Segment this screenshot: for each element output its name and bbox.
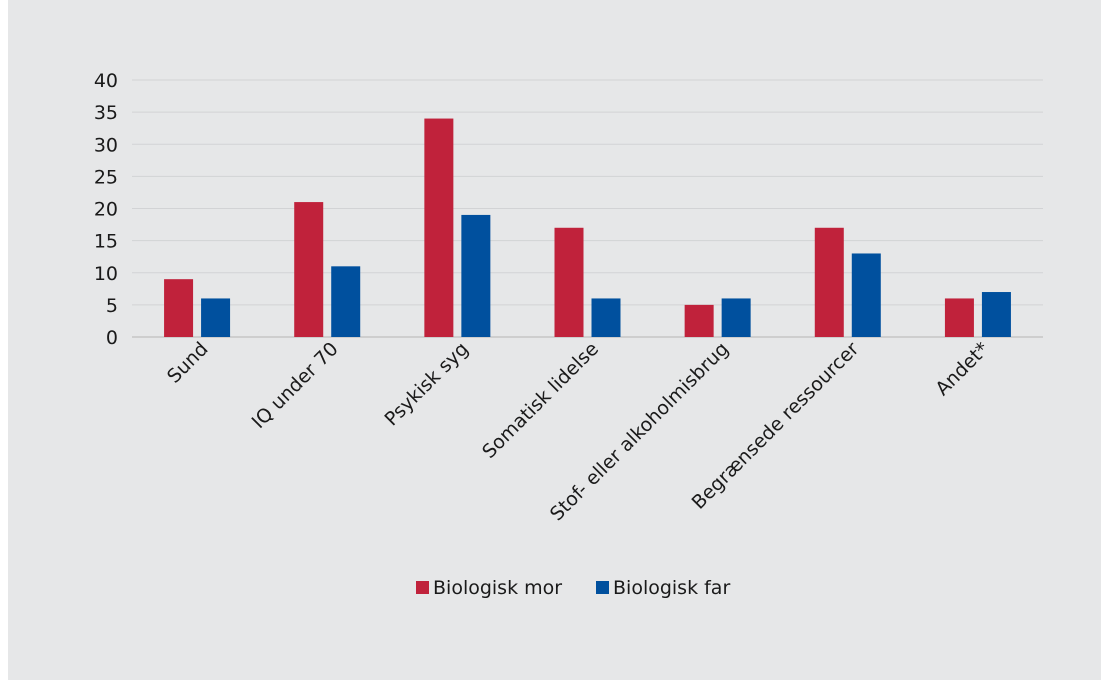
x-category-label: IQ under 70	[248, 338, 343, 433]
y-tick-label: 0	[106, 327, 118, 349]
chart-panel	[8, 0, 1101, 680]
y-tick-label: 20	[94, 199, 118, 221]
bar-mor	[684, 304, 714, 337]
legend-label: Biologisk far	[613, 577, 730, 599]
bar-far	[201, 298, 231, 337]
bars	[164, 118, 1011, 337]
legend: Biologisk mor Biologisk far	[416, 577, 730, 599]
y-tick-label: 30	[94, 134, 118, 156]
x-category-label: Somatisk lidelse	[478, 338, 603, 463]
x-category-label: Psykisk syg	[380, 338, 472, 430]
y-axis-ticks: 0 5 10 15 20 25 30 35 40	[94, 70, 118, 349]
legend-swatch	[596, 581, 609, 594]
bar-far	[851, 253, 881, 337]
y-tick-label: 5	[106, 295, 118, 317]
y-tick-label: 15	[94, 231, 118, 253]
x-category-label: Sund	[163, 338, 213, 388]
y-tick-label: 25	[94, 166, 118, 188]
legend-swatch	[416, 581, 429, 594]
gridlines	[132, 79, 1043, 338]
bar-mor	[554, 227, 584, 337]
bar-far	[331, 266, 361, 337]
bar-mor	[164, 279, 194, 337]
y-tick-label: 40	[94, 70, 118, 92]
y-tick-label: 35	[94, 102, 118, 124]
bar-far	[981, 292, 1011, 337]
bar-mor	[814, 227, 844, 337]
bar-mor	[294, 202, 324, 337]
bar-far	[591, 298, 621, 337]
bar-mor	[424, 118, 454, 337]
bar-far	[721, 298, 751, 337]
x-axis-labels: Sund IQ under 70 Psykisk syg Somatisk lidel…	[163, 338, 994, 525]
y-tick-label: 10	[94, 263, 118, 285]
legend-label: Biologisk mor	[433, 577, 562, 599]
bar-mor	[944, 298, 974, 337]
bar-far	[461, 214, 491, 337]
x-category-label: Andet*	[931, 338, 993, 400]
